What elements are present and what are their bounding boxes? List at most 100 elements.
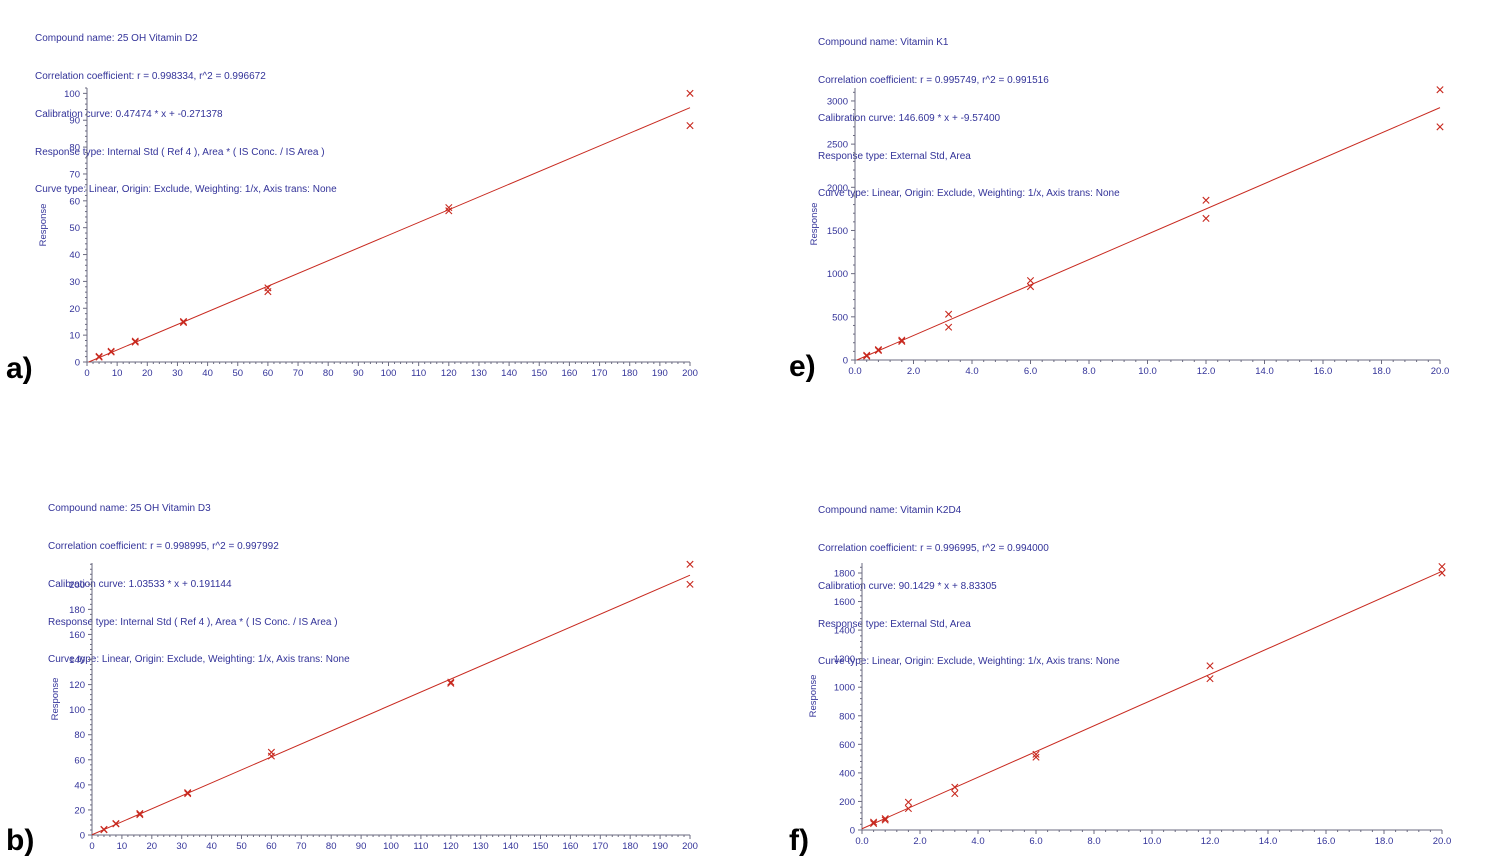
correlation-coefficient: Correlation coefficient: r = 0.996995, r… (818, 542, 1049, 554)
svg-text:70: 70 (69, 169, 80, 180)
svg-text:120: 120 (441, 368, 457, 379)
svg-text:6.0: 6.0 (1029, 836, 1042, 847)
svg-text:200: 200 (69, 580, 85, 591)
svg-text:40: 40 (74, 780, 85, 791)
svg-text:18.0: 18.0 (1375, 836, 1394, 847)
svg-text:120: 120 (443, 841, 459, 852)
svg-text:180: 180 (622, 841, 638, 852)
svg-text:60: 60 (266, 841, 277, 852)
correlation-coefficient: Correlation coefficient: r = 0.995749, r… (818, 74, 1049, 86)
svg-text:90: 90 (356, 841, 367, 852)
panel-label-a: a) (6, 352, 33, 385)
svg-text:150: 150 (531, 368, 547, 379)
svg-text:50: 50 (236, 841, 247, 852)
svg-text:90: 90 (69, 116, 80, 127)
svg-text:100: 100 (69, 705, 85, 716)
panel-label-f: f) (789, 824, 809, 857)
compound-name: Compound name: 25 OH Vitamin D3 (48, 503, 211, 515)
svg-text:500: 500 (832, 312, 848, 323)
svg-text:20: 20 (147, 841, 158, 852)
svg-text:0: 0 (850, 826, 855, 837)
svg-text:1000: 1000 (827, 269, 848, 280)
calibration-curve: Calibration curve: 1.03533 * x + 0.19114… (48, 578, 232, 590)
svg-text:12.0: 12.0 (1201, 836, 1220, 847)
svg-text:20.0: 20.0 (1433, 836, 1452, 847)
svg-text:80: 80 (69, 143, 80, 154)
svg-text:800: 800 (839, 711, 855, 722)
svg-text:40: 40 (69, 250, 80, 261)
svg-text:2.0: 2.0 (907, 366, 920, 377)
svg-text:1500: 1500 (827, 226, 848, 237)
svg-text:100: 100 (381, 368, 397, 379)
svg-text:1200: 1200 (834, 654, 855, 665)
panel-label-b: b) (6, 824, 35, 857)
svg-text:0: 0 (75, 358, 80, 369)
svg-text:170: 170 (592, 841, 608, 852)
response-type: Response type: Internal Std ( Ref 4 ), A… (48, 616, 338, 628)
calibration-curve: Calibration curve: 146.609 * x + -9.5740… (818, 112, 1001, 124)
panel-f-header: Compound name: Vitamin K2D4 Correlation … (818, 480, 1120, 694)
calibration-chart-e: 0.0 2.0 4.0 6.0 8.0 10.0 12.0 14.0 16.0 18.0 20.0 0… (809, 86, 1450, 377)
svg-text:Response: Response (809, 203, 820, 246)
svg-text:180: 180 (69, 605, 85, 616)
svg-text:70: 70 (296, 841, 307, 852)
svg-text:4.0: 4.0 (965, 366, 978, 377)
svg-text:200: 200 (682, 368, 698, 379)
svg-text:20.0: 20.0 (1431, 366, 1450, 377)
svg-text:80: 80 (323, 368, 334, 379)
compound-name: Compound name: 25 OH Vitamin D2 (35, 33, 198, 45)
svg-text:150: 150 (533, 841, 549, 852)
svg-text:16.0: 16.0 (1317, 836, 1336, 847)
panel-a-header: Compound name: 25 OH Vitamin D2 Correlat… (35, 8, 337, 222)
svg-text:140: 140 (501, 368, 517, 379)
svg-text:Response: Response (808, 675, 819, 718)
svg-text:10.0: 10.0 (1143, 836, 1162, 847)
svg-text:6.0: 6.0 (1024, 366, 1037, 377)
correlation-coefficient: Correlation coefficient: r = 0.998334, r… (35, 70, 266, 82)
curve-type: Curve type: Linear, Origin: Exclude, Wei… (818, 656, 1120, 668)
calibration-chart-f: 0.0 2.0 4.0 6.0 8.0 10.0 12.0 14.0 16.0 18.0 20.0 0… (808, 562, 1452, 847)
svg-text:80: 80 (74, 730, 85, 741)
svg-text:60: 60 (74, 755, 85, 766)
svg-text:1800: 1800 (834, 568, 855, 579)
svg-text:50: 50 (232, 368, 243, 379)
svg-text:10: 10 (69, 331, 80, 342)
svg-text:110: 110 (413, 841, 428, 852)
svg-text:80: 80 (326, 841, 337, 852)
compound-name: Compound name: Vitamin K2D4 (818, 505, 962, 517)
svg-text:200: 200 (839, 797, 855, 808)
svg-text:4.0: 4.0 (971, 836, 984, 847)
svg-text:2000: 2000 (827, 183, 848, 194)
svg-text:0: 0 (80, 831, 85, 842)
svg-text:0: 0 (89, 841, 94, 852)
svg-text:60: 60 (263, 368, 274, 379)
svg-text:90: 90 (353, 368, 364, 379)
svg-text:40: 40 (206, 841, 217, 852)
svg-text:170: 170 (592, 368, 608, 379)
calibration-chart-b: 0 10 20 30 40 50 60 70 80 90 100 110 120 130 140 150 160… (50, 560, 698, 852)
svg-text:140: 140 (503, 841, 519, 852)
response-type: Response type: External Std, Area (818, 618, 971, 630)
svg-text:190: 190 (652, 368, 668, 379)
svg-text:20: 20 (69, 304, 80, 315)
svg-text:200: 200 (682, 841, 698, 852)
svg-text:120: 120 (69, 680, 85, 691)
svg-text:50: 50 (69, 223, 80, 234)
svg-text:0.0: 0.0 (848, 366, 861, 377)
svg-text:18.0: 18.0 (1372, 366, 1391, 377)
svg-text:600: 600 (839, 740, 855, 751)
svg-text:14.0: 14.0 (1255, 366, 1274, 377)
svg-text:1000: 1000 (834, 683, 855, 694)
compound-name: Compound name: Vitamin K1 (818, 37, 949, 49)
svg-text:10.0: 10.0 (1138, 366, 1157, 377)
svg-text:110: 110 (411, 368, 426, 379)
svg-text:20: 20 (142, 368, 153, 379)
svg-text:0.0: 0.0 (855, 836, 868, 847)
calibration-curve: Calibration curve: 0.47474 * x + -0.2713… (35, 108, 223, 120)
svg-text:8.0: 8.0 (1087, 836, 1100, 847)
svg-text:30: 30 (176, 841, 187, 852)
svg-text:12.0: 12.0 (1197, 366, 1216, 377)
svg-text:1600: 1600 (834, 597, 855, 608)
svg-text:140: 140 (69, 655, 85, 666)
